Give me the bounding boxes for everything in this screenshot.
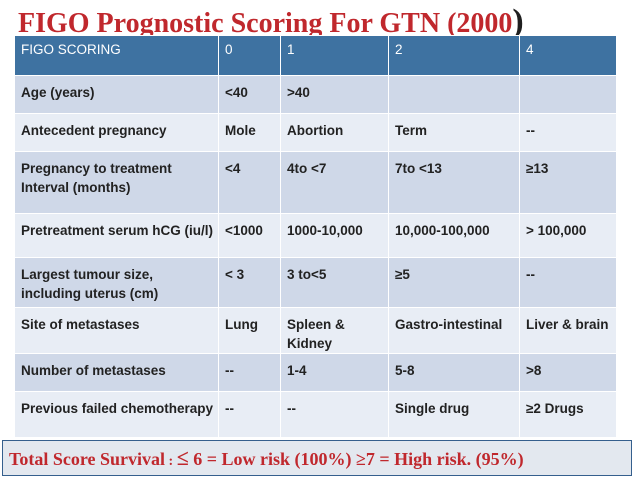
table-cell [388, 75, 520, 114]
table-cell: Previous failed chemotherapy [14, 391, 219, 438]
table-cell: > 100,000 [519, 213, 617, 258]
table-row: Pregnancy to treatment Interval (months)… [14, 151, 617, 214]
table-cell: >40 [280, 75, 389, 114]
table-cell: 10,000-100,000 [388, 213, 520, 258]
total-score-banner: Total Score Survival : ≤ 6 = Low risk (1… [2, 440, 632, 476]
table-row: Largest tumour size, including uterus (c… [14, 257, 617, 308]
table-cell: <4 [218, 151, 281, 214]
footer-separator: : [165, 454, 177, 469]
less-equal-symbol: ≤ [176, 445, 189, 470]
table-cell: <40 [218, 75, 281, 114]
table-cell: Gastro-intestinal [388, 307, 520, 354]
title-closing-paren: ) [512, 3, 524, 40]
table-row: Number of metastases -- 1-4 5-8 >8 [14, 353, 617, 392]
table-row: Site of metastases Lung Spleen & Kidney … [14, 307, 617, 354]
table-cell: 4to <7 [280, 151, 389, 214]
table-cell: Largest tumour size, including uterus (c… [14, 257, 219, 308]
table-cell: ≥5 [388, 257, 520, 308]
header-cell: 4 [519, 35, 617, 76]
table-row: Age (years) <40 >40 [14, 75, 617, 114]
table-cell: 1-4 [280, 353, 389, 392]
table-cell: Pretreatment serum hCG (iu/l) [14, 213, 219, 258]
table-cell: Antecedent pregnancy [14, 113, 219, 152]
table-cell: Liver & brain [519, 307, 617, 354]
table-cell: ≥2 Drugs [519, 391, 617, 438]
header-cell: 2 [388, 35, 520, 76]
header-cell: FIGO SCORING [14, 35, 219, 76]
figo-scoring-table: FIGO SCORING 0 1 2 4 Age (years) <40 >40… [14, 35, 617, 438]
table-cell: -- [218, 391, 281, 438]
title-text: FIGO Prognostic Scoring For GTN (2000 [18, 8, 513, 39]
table-cell: Site of metastases [14, 307, 219, 354]
table-cell: >8 [519, 353, 617, 392]
table-row: Previous failed chemotherapy -- -- Singl… [14, 391, 617, 438]
table-cell: Mole [218, 113, 281, 152]
table-row: Antecedent pregnancy Mole Abortion Term … [14, 113, 617, 152]
table-cell: < 3 [218, 257, 281, 308]
table-cell [519, 75, 617, 114]
header-cell: 0 [218, 35, 281, 76]
table-cell: 1000-10,000 [280, 213, 389, 258]
table-cell: Abortion [280, 113, 389, 152]
table-cell: Number of metastases [14, 353, 219, 392]
table-row: Pretreatment serum hCG (iu/l) <1000 1000… [14, 213, 617, 258]
table-cell: 5-8 [388, 353, 520, 392]
table-cell: 7to <13 [388, 151, 520, 214]
slide-title: FIGO Prognostic Scoring For GTN (2000) [18, 2, 633, 42]
table-cell: Spleen & Kidney [280, 307, 389, 354]
table-cell: 3 to<5 [280, 257, 389, 308]
footer-risk-text: 6 = Low risk (100%) ≥7 = High risk. (95%… [188, 449, 524, 469]
table-cell: Pregnancy to treatment Interval (months) [14, 151, 219, 214]
header-cell: 1 [280, 35, 389, 76]
table-cell: ≥13 [519, 151, 617, 214]
table-header-row: FIGO SCORING 0 1 2 4 [14, 35, 617, 76]
table-cell: Single drug [388, 391, 520, 438]
table-cell: -- [280, 391, 389, 438]
table-cell: <1000 [218, 213, 281, 258]
table-cell: Term [388, 113, 520, 152]
footer-label: Total Score Survival [9, 449, 166, 469]
table-cell: Age (years) [14, 75, 219, 114]
table-cell: Lung [218, 307, 281, 354]
table-cell: -- [519, 113, 617, 152]
table-cell: -- [218, 353, 281, 392]
table-cell: -- [519, 257, 617, 308]
